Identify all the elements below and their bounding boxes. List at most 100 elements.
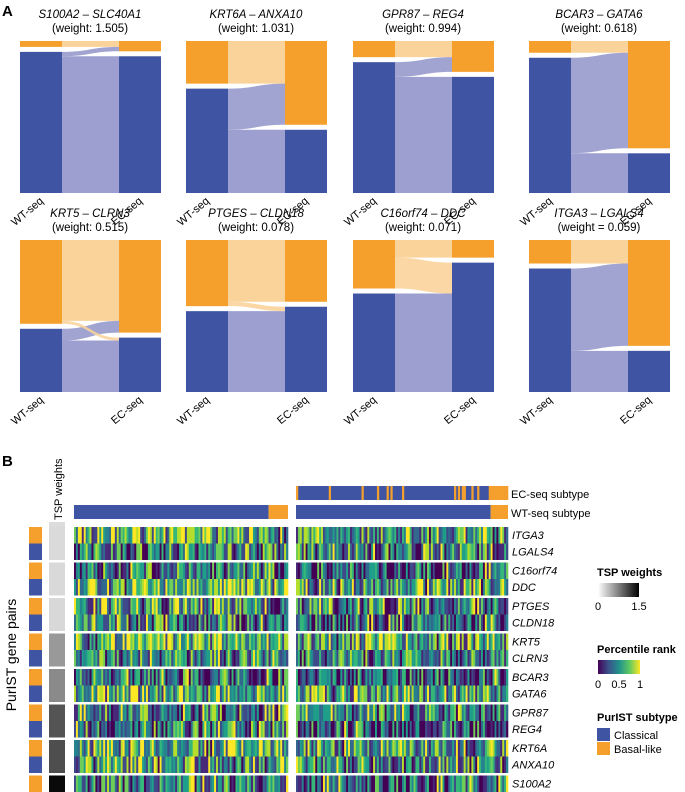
- heatmap-cell: [110, 775, 114, 792]
- heatmap-cell: [455, 740, 459, 757]
- heatmap-cell: [353, 598, 357, 615]
- heatmap-cell: [440, 775, 443, 792]
- heatmap-cell: [415, 614, 418, 631]
- heatmap-cell: [365, 598, 368, 615]
- heatmap-cell: [140, 527, 143, 544]
- heatmap-cell: [498, 756, 501, 773]
- heatmap-cell: [140, 669, 143, 686]
- heatmap-cell: [134, 579, 137, 596]
- heatmap-cell: [378, 579, 382, 596]
- heatmap-cell: [311, 704, 314, 721]
- heatmap-cell: [276, 598, 279, 615]
- heatmap-cell: [142, 650, 145, 667]
- heatmap-cell: [398, 721, 401, 738]
- heatmap-cell: [233, 775, 236, 792]
- heatmap-cell: [324, 721, 328, 738]
- heatmap-cell: [371, 614, 374, 631]
- heatmap-cell: [371, 562, 374, 579]
- heatmap-cell: [188, 543, 192, 560]
- heatmap-cell: [144, 614, 147, 631]
- heatmap-cell: [235, 775, 238, 792]
- heatmap-cell: [363, 633, 366, 650]
- heatmap-cell: [282, 527, 285, 544]
- heatmap-cell: [204, 650, 207, 667]
- heatmap-cell: [436, 650, 439, 667]
- heatmap-cell: [179, 579, 182, 596]
- heatmap-cell: [163, 633, 166, 650]
- ec-basal-node: [452, 41, 494, 72]
- heatmap-cell: [465, 685, 468, 702]
- heatmap-cell: [434, 614, 437, 631]
- heatmap-cell: [332, 704, 335, 721]
- heatmap-cell: [200, 756, 203, 773]
- heatmap-cell: [376, 543, 380, 560]
- heatmap-cell: [332, 579, 335, 596]
- heatmap-cell: [132, 562, 135, 579]
- heatmap-cell: [344, 704, 347, 721]
- heatmap-cell: [252, 740, 256, 757]
- heatmap-cell: [446, 579, 449, 596]
- heatmap-cell: [450, 740, 453, 757]
- heatmap-cell: [219, 756, 223, 773]
- heatmap-cell: [270, 579, 273, 596]
- basal-like-swatch: [597, 742, 610, 755]
- heatmap-cell: [432, 598, 436, 615]
- heatmap-cell: [110, 614, 114, 631]
- heatmap-cell: [151, 740, 155, 757]
- heatmap-cell: [274, 650, 277, 667]
- heatmap-cell: [359, 721, 362, 738]
- heatmap-cell: [264, 633, 267, 650]
- heatmap-cell: [324, 669, 328, 686]
- heatmap-cell: [299, 775, 303, 792]
- heatmap-cell: [179, 598, 182, 615]
- heatmap-cell: [498, 633, 501, 650]
- heatmap-cell: [438, 650, 441, 667]
- heatmap-cell: [463, 669, 466, 686]
- heatmap-cell: [163, 756, 166, 773]
- heatmap-cell: [262, 704, 265, 721]
- heatmap-cell: [223, 543, 227, 560]
- heatmap-cell: [496, 543, 499, 560]
- heatmap-cell: [324, 775, 328, 792]
- heatmap-cell: [149, 579, 153, 596]
- heatmap-cell: [210, 669, 213, 686]
- heatmap-cell: [109, 562, 112, 579]
- heatmap-cell: [398, 579, 401, 596]
- heatmap-cell: [182, 527, 186, 544]
- heatmap-cell: [75, 775, 79, 792]
- heatmap-cell: [349, 685, 353, 702]
- heatmap-cell: [112, 775, 116, 792]
- heatmap-cell: [369, 721, 372, 738]
- heatmap-cell: [334, 650, 337, 667]
- flow-classical-to-classical: [571, 153, 628, 193]
- heatmap-cell: [502, 527, 505, 544]
- heatmap-cell: [144, 562, 147, 579]
- heatmap-cell: [130, 543, 133, 560]
- heatmap-cell: [169, 669, 172, 686]
- heatmap-cell: [376, 614, 380, 631]
- heatmap-cell: [159, 598, 162, 615]
- heatmap-cell: [184, 740, 188, 757]
- heatmap-cell: [258, 579, 262, 596]
- heatmap-cell: [75, 543, 79, 560]
- heatmap-cell: [378, 650, 382, 667]
- heatmap-cell: [282, 669, 285, 686]
- heatmap-cell: [272, 740, 275, 757]
- heatmap-cell: [109, 527, 112, 544]
- heatmap-cell: [105, 685, 108, 702]
- heatmap-cell: [260, 579, 264, 596]
- heatmap-cell: [321, 562, 324, 579]
- heatmap-cell: [91, 633, 94, 650]
- heatmap-cell: [165, 579, 168, 596]
- heatmap-cell: [506, 685, 509, 702]
- ec-subtype-basal-sample: [506, 486, 509, 500]
- heatmap-cell: [504, 633, 507, 650]
- heatmap-cell: [116, 543, 120, 560]
- heatmap-cell: [296, 740, 299, 757]
- heatmap-cell: [488, 685, 491, 702]
- heatmap-cell: [75, 614, 79, 631]
- heatmap-cell: [79, 633, 83, 650]
- heatmap-cell: [438, 721, 441, 738]
- heatmap-cell: [83, 562, 86, 579]
- heatmap-cell: [419, 775, 422, 792]
